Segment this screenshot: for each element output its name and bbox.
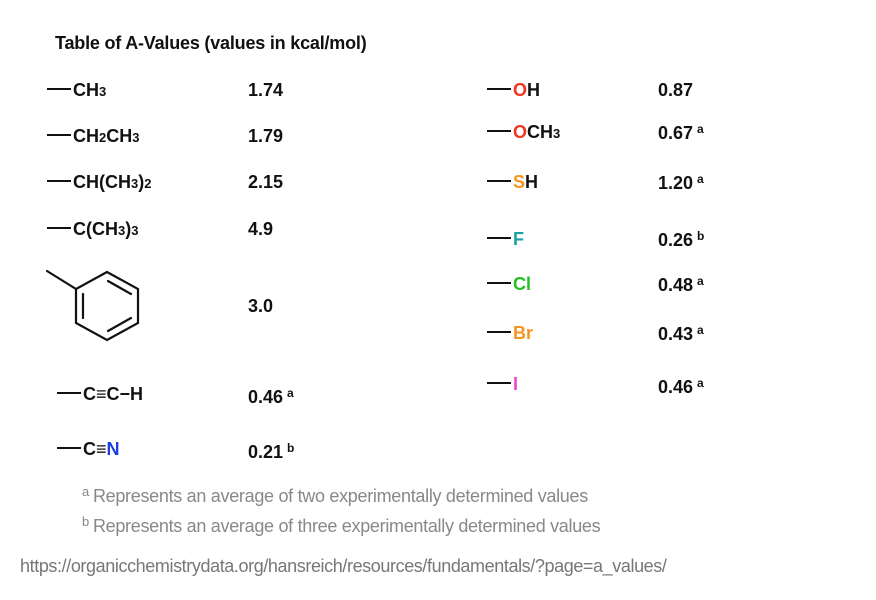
value-tert-butyl: 4.9 (248, 219, 274, 239)
bond-line (47, 133, 71, 136)
source-url: https://organicchemistrydata.org/hansrei… (20, 556, 667, 576)
group-ethynyl: C ≡ C − H (57, 384, 143, 405)
bond-line (487, 330, 511, 333)
group-methoxy: O CH 3 (487, 122, 560, 143)
group-tert-butyl: C(CH 3) 3 (47, 219, 138, 240)
value-chloro: 0.48 a (658, 274, 704, 295)
benzene-ring (74, 270, 140, 342)
group-ethyl: CH 2 CH 3 (47, 126, 139, 147)
bond-line (47, 87, 71, 90)
group-iodo: I (487, 374, 518, 395)
value-fluoro: 0.26 b (658, 229, 705, 250)
value-thiol: 1.20 a (658, 172, 704, 193)
double-bond-inner (106, 316, 133, 333)
group-chloro: Cl (487, 274, 531, 295)
value-ethynyl: 0.46 a (248, 386, 294, 407)
bond-line (487, 381, 511, 384)
oxygen-atom: O (513, 122, 528, 142)
value-methyl: 1.74 (248, 80, 284, 100)
group-methyl: CH 3 (47, 80, 106, 101)
bond-line (57, 446, 81, 449)
value-isopropyl: 2.15 (248, 172, 284, 192)
bond-line (57, 391, 81, 394)
chlorine-atom: Cl (513, 274, 531, 294)
bond-line (487, 281, 511, 284)
bond-line (487, 179, 511, 182)
oxygen-atom: O (513, 80, 528, 100)
value-ethyl: 1.79 (248, 126, 284, 146)
bond-line (47, 179, 71, 182)
iodine-atom: I (513, 374, 519, 394)
double-bond-inner (106, 279, 133, 296)
bond-line (487, 236, 511, 239)
footnote-a: a Represents an average of two experiment… (82, 484, 588, 506)
sulfur-atom: S (513, 172, 526, 192)
group-cyano: C ≡ N (57, 439, 120, 460)
fluorine-atom: F (513, 229, 524, 249)
attachment-bond (45, 269, 78, 291)
footnote-b: b Represents an average of three experime… (82, 514, 601, 536)
bromine-atom: Br (513, 323, 534, 343)
group-fluoro: F (487, 229, 524, 250)
value-iodo: 0.46 a (658, 376, 704, 397)
bond-line (487, 129, 511, 132)
value-hydroxyl: 0.87 (658, 80, 694, 100)
value-bromo: 0.43 a (658, 323, 704, 344)
value-cyano: 0.21 b (248, 441, 295, 462)
value-phenyl: 3.0 (248, 296, 274, 316)
group-bromo: Br (487, 323, 533, 344)
value-methoxy: 0.67 a (658, 122, 704, 143)
bond-line (487, 87, 511, 90)
table-title: Table of A-Values (values in kcal/mol) (55, 33, 367, 53)
group-isopropyl: CH(CH 3) 2 (47, 172, 151, 193)
nitrogen-atom: N (106, 439, 120, 459)
bond-line (47, 226, 71, 229)
